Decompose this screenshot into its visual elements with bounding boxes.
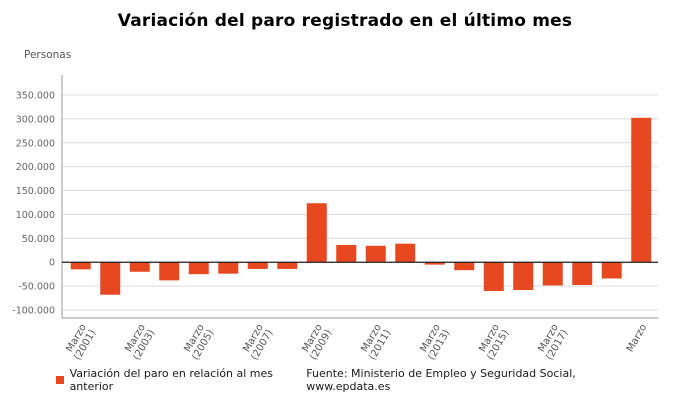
y-tick-label: 50.000 bbox=[22, 234, 55, 245]
y-tick-label: 150.000 bbox=[16, 186, 55, 197]
y-tick-label: 0 bbox=[49, 258, 55, 269]
bar-marzo-2005[interactable] bbox=[188, 262, 209, 275]
bar-marzo-2008[interactable] bbox=[277, 262, 298, 269]
x-tick-label: Marzo(2017) bbox=[536, 323, 570, 363]
x-tick-label: Marzo bbox=[625, 323, 650, 355]
bar-marzo-2003[interactable] bbox=[129, 262, 150, 272]
x-tick-label: Marzo(2015) bbox=[477, 323, 511, 363]
bar-marzo-2011[interactable] bbox=[365, 245, 386, 263]
bar-marzo-2020[interactable] bbox=[631, 117, 652, 263]
y-tick-label: -50.000 bbox=[18, 282, 55, 293]
bar-marzo-2009[interactable] bbox=[306, 203, 327, 263]
bar-marzo-2017[interactable] bbox=[542, 262, 563, 286]
bar-marzo-2014[interactable] bbox=[454, 262, 475, 271]
x-tick-label: Marzo(2001) bbox=[64, 323, 98, 363]
y-tick-label: 350.000 bbox=[16, 91, 55, 102]
bar-marzo-2013[interactable] bbox=[424, 262, 445, 265]
y-tick-label: 200.000 bbox=[16, 162, 55, 173]
y-tick-label: 300.000 bbox=[16, 114, 55, 125]
bar-marzo-2015[interactable] bbox=[483, 262, 504, 291]
x-tick-label: Marzo(2005) bbox=[182, 323, 216, 363]
legend-label: Variación del paro en relación al mes an… bbox=[69, 367, 274, 393]
bar-marzo-2010[interactable] bbox=[336, 245, 357, 263]
bar-marzo-2006[interactable] bbox=[218, 262, 239, 274]
x-tick-label: Marzo(2013) bbox=[418, 323, 452, 363]
bar-marzo-2019[interactable] bbox=[601, 262, 622, 279]
y-tick-label: 100.000 bbox=[16, 210, 55, 221]
x-tick-label: Marzo(2009) bbox=[300, 323, 334, 363]
y-tick-label: 250.000 bbox=[16, 138, 55, 149]
x-tick-label: Marzo(2011) bbox=[359, 323, 393, 363]
bar-marzo-2004[interactable] bbox=[159, 262, 180, 281]
bar-marzo-2002[interactable] bbox=[100, 262, 121, 295]
y-axis-unit-label: Personas bbox=[24, 49, 72, 61]
x-tick-label: Marzo(2007) bbox=[241, 323, 275, 363]
y-tick-label: -100.000 bbox=[12, 306, 55, 317]
bar-marzo-2007[interactable] bbox=[247, 262, 268, 269]
bar-marzo-2012[interactable] bbox=[395, 243, 416, 263]
chart-title: Variación del paro registrado en el últi… bbox=[117, 11, 573, 31]
source-text: Fuente: Ministerio de Empleo y Seguridad… bbox=[306, 367, 576, 393]
bar-marzo-2018[interactable] bbox=[572, 262, 593, 286]
legend: Variación del paro en relación al mes an… bbox=[56, 367, 306, 393]
chart-footer: Variación del paro en relación al mes an… bbox=[0, 367, 690, 393]
x-tick-label: Marzo(2003) bbox=[123, 323, 157, 363]
bar-marzo-2016[interactable] bbox=[513, 262, 534, 291]
svg-text:Marzo: Marzo bbox=[625, 323, 650, 355]
legend-marker-icon bbox=[56, 376, 64, 384]
bar-marzo-2001[interactable] bbox=[70, 262, 91, 270]
